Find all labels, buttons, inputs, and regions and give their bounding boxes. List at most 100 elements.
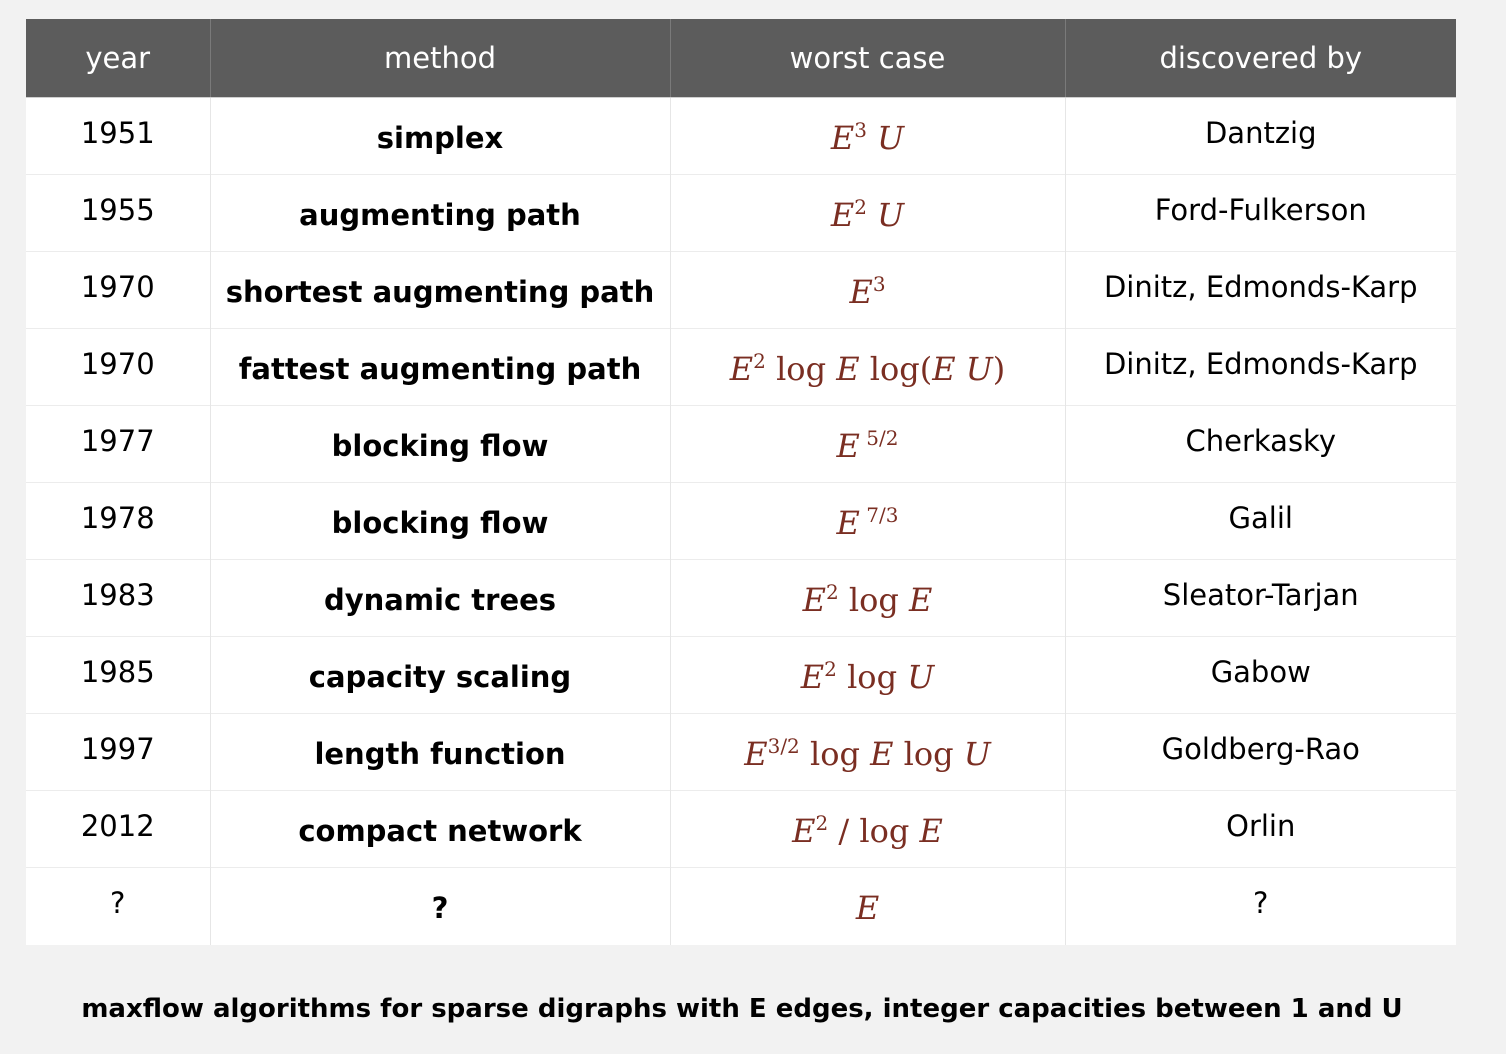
table-row: ? ? E ? (26, 867, 1456, 945)
table-body: 1951 simplex E3 U Dantzig 1955 augmentin… (26, 97, 1456, 945)
table-row: 1978 blocking flow E 7/3 Galil (26, 482, 1456, 560)
worst-case-cell: E3 U (669, 97, 1065, 175)
formula-exponent: 3 (872, 272, 886, 296)
formula-variable: E (830, 196, 855, 234)
worst-case-cell: E3 (669, 251, 1065, 329)
year-cell: ? (26, 867, 210, 945)
formula-exponent: 3/2 (767, 734, 800, 758)
formula-variable: E U (932, 350, 993, 388)
discovered-by-cell: Sleator-Tarjan (1064, 559, 1456, 637)
formula-variable: U (907, 658, 935, 696)
year-cell: 1978 (26, 482, 210, 560)
formula-variable: E (800, 658, 825, 696)
formula-exponent: 2 (815, 811, 829, 835)
table-caption: maxflow algorithms for sparse digraphs w… (81, 994, 1403, 1024)
formula-exponent: 3 (854, 118, 867, 142)
header-year: year (26, 19, 210, 98)
table-row: 1977 blocking flow E 5/2 Cherkasky (26, 405, 1456, 483)
formula-text: log( (859, 350, 933, 388)
formula-variable: E (836, 504, 860, 542)
method-cell: blocking flow (209, 405, 670, 483)
formula-variable: U (877, 196, 905, 234)
year-cell: 2012 (26, 790, 210, 868)
table-row: 1985 capacity scaling E2 log U Gabow (26, 636, 1456, 714)
table-row: 1970 shortest augmenting path E3 Dinitz,… (26, 251, 1456, 329)
worst-case-cell: E2 U (669, 174, 1065, 252)
year-cell: 1955 (26, 174, 210, 252)
formula-text: / log (828, 812, 920, 850)
year-cell: 1985 (26, 636, 210, 714)
header-method: method (209, 19, 670, 98)
formula-exponent: 5/2 (859, 426, 899, 450)
table-row: 1983 dynamic trees E2 log E Sleator-Tarj… (26, 559, 1456, 637)
header-row: year method worst case discovered by (26, 19, 1456, 98)
method-cell: compact network (209, 790, 670, 868)
method-cell: fattest augmenting path (209, 328, 670, 406)
formula-text: log (765, 350, 837, 388)
year-cell: 1970 (26, 251, 210, 329)
discovered-by-cell: Galil (1064, 482, 1456, 560)
discovered-by-cell: Dinitz, Edmonds-Karp (1064, 328, 1456, 406)
discovered-by-cell: ? (1064, 867, 1456, 945)
method-cell: ? (209, 867, 670, 945)
formula-variable: E (836, 350, 860, 388)
method-cell: dynamic trees (209, 559, 670, 637)
discovered-by-cell: Dantzig (1064, 97, 1456, 175)
discovered-by-cell: Gabow (1064, 636, 1456, 714)
formula-variable: E (802, 581, 826, 619)
table-row: 1970 fattest augmenting path E2 log E lo… (26, 328, 1456, 406)
maxflow-algorithms-table: year method worst case discovered by 195… (26, 19, 1456, 945)
worst-case-cell: E (669, 867, 1065, 945)
formula-variable: E (830, 119, 855, 157)
formula-variable: E (909, 581, 933, 619)
formula-exponent: 2 (854, 195, 867, 219)
formula-variable: E (919, 812, 943, 850)
method-cell: length function (209, 713, 670, 791)
year-cell: 1951 (80, 116, 155, 150)
method-cell: augmenting path (209, 174, 670, 252)
table-row: 1951 simplex E3 U Dantzig (26, 97, 1456, 175)
worst-case-cell: E 7/3 (669, 482, 1065, 560)
discovered-by-cell: Dinitz, Edmonds-Karp (1064, 251, 1456, 329)
discovered-by-cell: Orlin (1064, 790, 1456, 868)
formula-variable: E (849, 273, 873, 311)
formula-variable: E (855, 889, 880, 928)
formula-exponent: 2 (824, 657, 837, 681)
formula-text (867, 119, 877, 157)
table-header: year method worst case discovered by (26, 19, 1456, 98)
method-cell: capacity scaling (209, 636, 670, 714)
header-discovered-by: discovered by (1064, 19, 1456, 98)
worst-case-cell: E2 log U (669, 636, 1065, 714)
formula-text: ) (992, 350, 1006, 388)
table-row: 2012 compact network E2 / log E Orlin (26, 790, 1456, 868)
formula-variable: E (870, 735, 894, 773)
header-worst-case: worst case (669, 19, 1065, 98)
formula-exponent: 7/3 (859, 503, 899, 527)
method-cell: shortest augmenting path (209, 251, 670, 329)
table-row: 1997 length function E3/2 log E log U Go… (26, 713, 1456, 791)
worst-case-cell: E2 log E log(E U) (669, 328, 1065, 406)
worst-case-cell: E 5/2 (669, 405, 1065, 483)
formula-exponent: 2 (825, 580, 839, 604)
worst-case-cell: E2 log E (669, 559, 1065, 637)
formula-variable: E (744, 735, 768, 773)
method-cell: blocking flow (209, 482, 670, 560)
year-cell: 1997 (26, 713, 210, 791)
formula-variable: E (729, 350, 754, 388)
formula-variable: U (963, 735, 991, 773)
worst-case-cell: E3/2 log E log U (669, 713, 1065, 791)
formula-text: log (893, 735, 964, 773)
formula-text: log (799, 735, 871, 773)
formula-variable: U (877, 119, 905, 157)
formula-exponent: 2 (753, 349, 766, 373)
year-cell: 1970 (26, 328, 210, 406)
year-cell: 1983 (26, 559, 210, 637)
table-row: 1955 augmenting path E2 U Ford-Fulkerson (26, 174, 1456, 252)
formula-variable: E (792, 812, 816, 850)
year-cell: 1977 (26, 405, 210, 483)
formula-text: log (836, 658, 908, 696)
worst-case-cell: E2 / log E (669, 790, 1065, 868)
formula-text: log (838, 581, 910, 619)
formula-variable: E (836, 427, 860, 465)
formula-text (867, 196, 877, 234)
